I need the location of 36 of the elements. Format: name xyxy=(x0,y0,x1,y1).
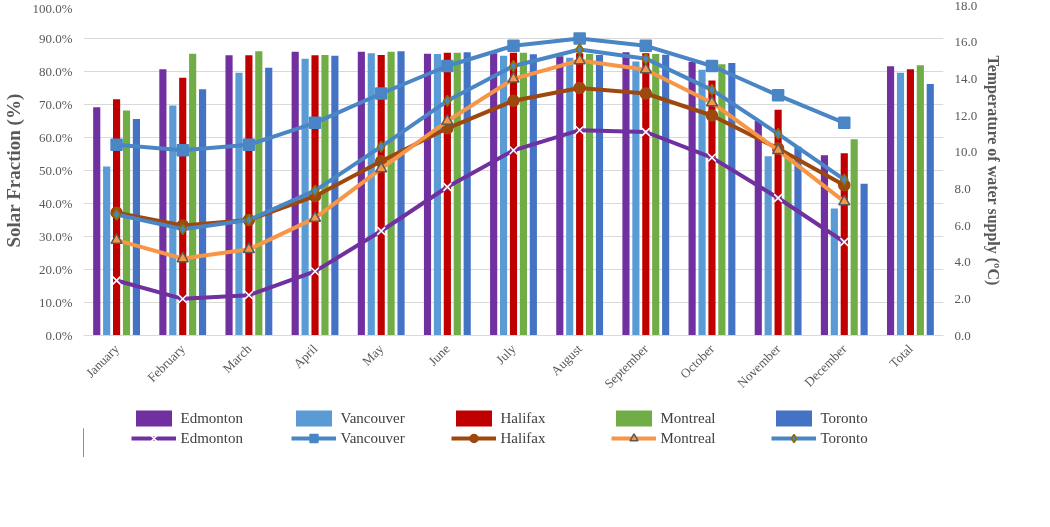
y2-tick-label: 6.0 xyxy=(954,217,971,233)
y-tick-label: 60.0% xyxy=(38,130,73,145)
y-axis-title: Solar Fraction (%) xyxy=(3,93,26,248)
y-tick-label: 20.0% xyxy=(38,262,73,277)
legend-label: Toronto xyxy=(820,409,869,427)
y-tick-label: 50.0% xyxy=(38,163,73,178)
y-tick-label: 40.0% xyxy=(38,196,73,211)
y2-tick-label: 0.0 xyxy=(954,327,971,343)
legend-label: Vancouver xyxy=(340,429,406,447)
legend-label: Montreal xyxy=(660,409,717,427)
y2-tick-label: 4.0 xyxy=(954,254,971,270)
y2-axis-title: Temperature of water supply (ºC) xyxy=(984,55,1003,286)
legend-label: Halifax xyxy=(500,429,547,447)
y2-tick-label: 8.0 xyxy=(954,180,971,196)
legend-label: Vancouver xyxy=(340,409,406,427)
y-tick-label: 80.0% xyxy=(38,64,73,79)
x-tick-label: July xyxy=(492,340,520,368)
y2-tick-label: 2.0 xyxy=(954,290,971,306)
legend-label: Edmonton xyxy=(180,409,244,427)
y-tick-label: 70.0% xyxy=(38,97,73,112)
y-tick-label: 10.0% xyxy=(38,295,73,310)
legend-label: Montreal xyxy=(660,429,717,447)
y2-tick-label: 12.0 xyxy=(954,107,978,123)
y2-tick-label: 14.0 xyxy=(954,70,978,86)
y2-tick-label: 18.0 xyxy=(954,0,978,13)
y-tick-label: 30.0% xyxy=(38,229,73,244)
legend-label: Halifax xyxy=(500,409,547,427)
legend-label: Toronto xyxy=(820,429,869,447)
y-tick-label: 90.0% xyxy=(38,31,73,46)
y-tick-label: 0.0% xyxy=(45,328,73,343)
x-tick-label: June xyxy=(425,341,453,369)
y-tick-label: 100.0% xyxy=(32,0,73,16)
y2-tick-label: 10.0 xyxy=(954,144,978,160)
y2-tick-label: 16.0 xyxy=(954,34,978,50)
legend-label: Edmonton xyxy=(180,429,244,447)
x-tick-label: May xyxy=(359,340,387,369)
